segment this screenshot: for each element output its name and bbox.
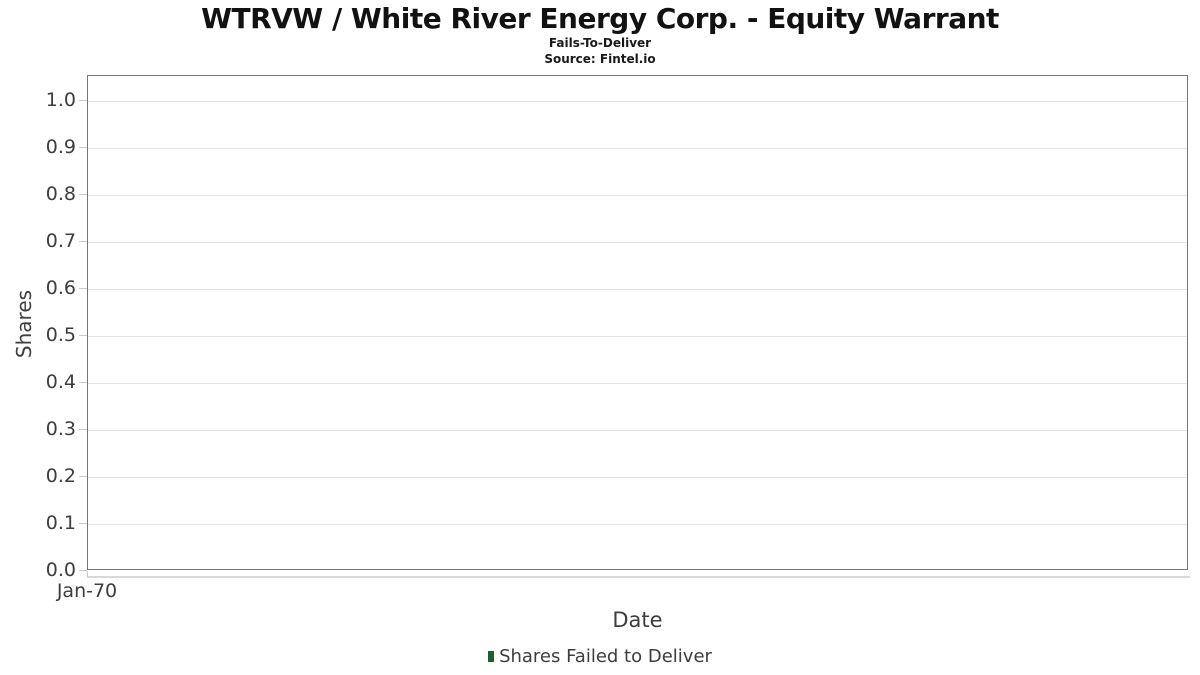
plot-area xyxy=(87,75,1188,570)
gridline-y-1.0 xyxy=(88,100,1187,102)
y-tick-mark-0.1 xyxy=(79,522,87,524)
y-tick-mark-0.2 xyxy=(79,475,87,477)
gridline-y-0.9 xyxy=(88,147,1187,149)
x-tick-mark xyxy=(87,571,88,577)
y-tick-mark-0.0 xyxy=(79,569,87,571)
y-tick-label-0.9: 0.9 xyxy=(45,136,76,158)
gridline-y-0.7 xyxy=(88,241,1187,243)
y-tick-mark-0.7 xyxy=(79,240,87,242)
legend-marker-shares-failed-to-deliver xyxy=(488,651,495,662)
y-tick-mark-0.9 xyxy=(79,146,87,148)
y-axis-title: Shares xyxy=(12,289,36,359)
chart-source-credit: Source: Fintel.io xyxy=(544,52,656,66)
gridline-y-0.2 xyxy=(88,476,1187,478)
chart-subtitle: Fails-To-Deliver xyxy=(548,36,652,50)
gridline-y-0.8 xyxy=(88,194,1187,196)
y-tick-label-0.4: 0.4 xyxy=(45,371,76,393)
y-tick-label-0.3: 0.3 xyxy=(45,418,76,440)
y-tick-label-1.0: 1.0 xyxy=(45,89,76,111)
x-axis-title: Date xyxy=(612,608,663,632)
y-tick-label-0.5: 0.5 xyxy=(45,324,76,346)
y-tick-mark-0.4 xyxy=(79,381,87,383)
gridline-y-0.4 xyxy=(88,382,1187,384)
gridline-y-0.1 xyxy=(88,523,1187,525)
y-tick-mark-0.5 xyxy=(79,334,87,336)
legend-label-shares-failed-to-deliver: Shares Failed to Deliver xyxy=(499,646,712,667)
gridline-y-0.3 xyxy=(88,429,1187,431)
legend: Shares Failed to Deliver xyxy=(0,646,1200,667)
gridline-y-0.5 xyxy=(88,335,1187,337)
y-tick-label-0.6: 0.6 xyxy=(45,277,76,299)
x-axis-line xyxy=(87,576,1190,578)
x-tick-label: Jan-70 xyxy=(56,580,118,602)
y-tick-label-0.2: 0.2 xyxy=(45,465,76,487)
y-tick-label-0.0: 0.0 xyxy=(45,559,76,581)
chart-title: WTRVW / White River Energy Corp. - Equit… xyxy=(201,2,999,35)
gridline-y-0.6 xyxy=(88,288,1187,290)
y-tick-label-0.1: 0.1 xyxy=(45,512,76,534)
y-tick-mark-0.3 xyxy=(79,428,87,430)
y-tick-mark-0.8 xyxy=(79,193,87,195)
y-tick-label-0.7: 0.7 xyxy=(45,230,76,252)
y-tick-mark-0.6 xyxy=(79,287,87,289)
y-tick-mark-1.0 xyxy=(79,99,87,101)
y-tick-label-0.8: 0.8 xyxy=(45,183,76,205)
